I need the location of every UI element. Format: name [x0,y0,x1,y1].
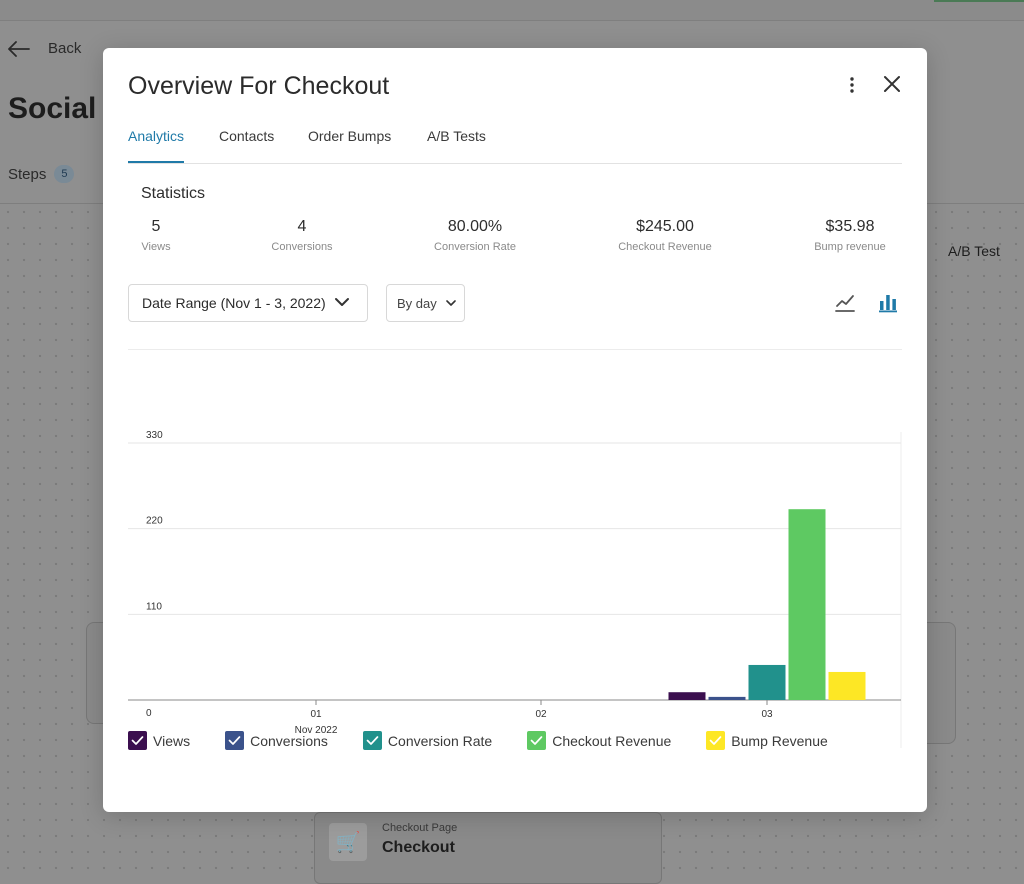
tab-order-bumps[interactable]: Order Bumps [308,128,392,144]
legend-checkbox[interactable] [225,731,245,750]
chevron-down-icon [335,298,349,306]
y-tick-label: 110 [146,601,162,612]
close-button[interactable] [881,73,903,95]
bar-view-button[interactable] [876,290,900,314]
x-tick-label: 01 [310,709,322,720]
chart-area: 0 110 220 330 01 Nov 2022 02 03 [103,368,927,753]
divider [128,349,902,350]
checkout-step-card[interactable]: 🛒 Checkout Page Checkout [314,812,662,884]
legend-item[interactable]: Conversions [225,731,328,750]
legend-item[interactable]: Checkout Revenue [527,731,671,750]
tab-analytics[interactable]: Analytics [128,128,185,163]
stat-value: $245.00 [636,218,694,235]
close-icon [884,76,900,92]
stat-label: Checkout Revenue [618,241,712,253]
legend-label: Checkout Revenue [552,732,672,749]
legend-checkbox[interactable] [128,731,147,750]
arrow-left-icon [8,40,30,57]
stat-label: Conversions [271,241,333,253]
overview-modal: Overview For Checkout Analytics Contacts… [103,48,927,812]
top-bar-accent [934,0,1024,2]
legend-checkbox[interactable] [706,731,726,750]
stat-label: Bump revenue [814,241,886,253]
tab-contacts[interactable]: Contacts [219,128,275,144]
stat-conversion-rate: 80.00% Conversion Rate [405,218,545,253]
legend-item[interactable]: Bump Revenue [706,731,828,750]
date-range-label: Date Range (Nov 1 - 3, 2022) [142,295,326,311]
group-by-label: By day [397,296,437,311]
tab-bar: Analytics Contacts Order Bumps A/B Tests [128,128,902,164]
steps-count-badge: 5 [54,165,75,183]
stat-views: 5 Views [86,218,226,253]
line-chart-icon [835,295,855,312]
chevron-down-icon [446,300,456,306]
group-by-select[interactable]: By day [386,284,465,322]
steps-label: Steps [8,165,47,183]
checkout-card-title: Checkout [382,839,455,856]
top-bar [0,0,1024,21]
back-label: Back [48,40,82,57]
more-options-button[interactable] [844,75,860,95]
stat-conversions: 4 Conversions [232,218,372,253]
cart-icon: 🛒 [329,823,367,861]
stat-value: $35.98 [825,218,875,235]
y-tick-label: 330 [146,430,163,441]
x-tick-sublabel: Nov 2022 [295,725,338,736]
x-tick-label: 02 [535,709,547,720]
check-icon [228,736,241,745]
check-icon [131,736,144,745]
legend-label: Views [153,732,191,749]
ab-test-label[interactable]: A/B Test [948,243,1000,259]
y-tick-label: 220 [146,516,163,527]
stat-checkout-revenue: $245.00 Checkout Revenue [595,218,735,253]
bar-chart-icon [879,295,897,313]
line-view-button[interactable] [833,290,857,314]
back-button[interactable]: Back [8,40,81,57]
steps-tab[interactable]: Steps 5 [8,165,75,183]
check-icon [366,736,379,745]
modal-title: Overview For Checkout [128,72,390,100]
legend-item[interactable]: Views [128,731,190,750]
check-icon [709,736,722,745]
bar-conversions [708,696,746,700]
step-card-right[interactable] [926,622,956,744]
tab-ab-tests[interactable]: A/B Tests [427,128,486,144]
statistics-title: Statistics [141,185,206,202]
legend-checkbox[interactable] [527,731,547,750]
bar-chart: 0 110 220 330 01 Nov 2022 02 03 [128,430,902,753]
stat-value: 80.00% [447,218,503,235]
checkout-card-subtitle: Checkout Page [382,822,458,834]
stat-value: 5 [151,218,161,235]
bar-checkout-revenue [788,509,826,700]
date-range-select[interactable]: Date Range (Nov 1 - 3, 2022) [128,284,368,322]
y-tick-label: 0 [146,708,152,719]
bar-conversion-rate [748,664,786,700]
legend-label: Conversion Rate [387,732,493,749]
stat-value: 4 [297,218,307,235]
legend-label: Bump Revenue [731,732,828,749]
stat-label: Conversion Rate [434,241,516,253]
bar-bump-revenue [828,671,866,700]
legend-checkbox[interactable] [362,731,382,750]
legend-label: Conversions [250,732,328,749]
stat-label: Views [141,241,171,253]
legend-item[interactable]: Conversion Rate [362,731,493,750]
check-icon [530,736,543,745]
bar-views [668,692,706,700]
stat-bump-revenue: $35.98 Bump revenue [780,218,920,253]
chart-legend: Views Conversions Conversion Rate Checkout … [128,731,863,750]
kebab-menu-icon [850,77,854,93]
x-tick-label: 03 [761,709,773,720]
